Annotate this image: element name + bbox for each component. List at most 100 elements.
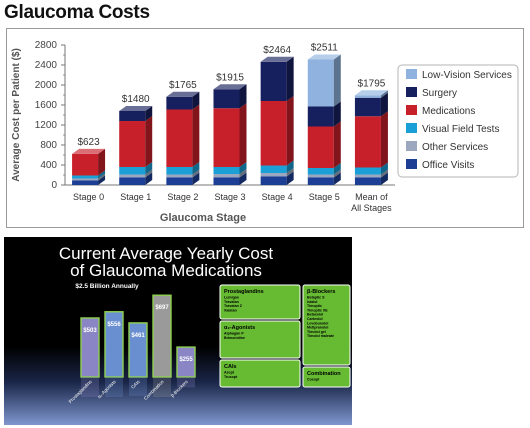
bar-segment-side bbox=[239, 103, 247, 167]
x-tick-label-line: Stage 0 bbox=[73, 192, 104, 202]
med-bar bbox=[152, 294, 172, 378]
bar-total-label: $1915 bbox=[216, 72, 244, 83]
bar-segment bbox=[119, 177, 146, 185]
x-tick-label: Stage 5 bbox=[309, 192, 340, 202]
bar-segment bbox=[307, 59, 334, 107]
bar-segment-side bbox=[333, 101, 341, 127]
bar-segment bbox=[260, 61, 287, 101]
legend-swatch bbox=[406, 105, 417, 115]
med-bar bbox=[128, 322, 148, 378]
bar-total-label: $2464 bbox=[263, 45, 291, 56]
bar-top-face bbox=[307, 54, 341, 60]
bar-segment-side bbox=[239, 172, 247, 185]
bar-segment-side bbox=[286, 168, 294, 177]
y-tick-label: 0 bbox=[51, 180, 57, 191]
legend-swatch bbox=[406, 87, 417, 97]
x-tick-label-line: Stage 1 bbox=[120, 192, 151, 202]
legend-label: Surgery bbox=[422, 88, 457, 99]
drug-name: Timolol gel bbox=[307, 330, 326, 334]
bar-segment bbox=[307, 177, 334, 185]
bar-top-face bbox=[213, 84, 247, 90]
bar-segment-side bbox=[145, 162, 153, 175]
drug-name: Azopt bbox=[224, 371, 235, 375]
bar-top-face bbox=[119, 106, 153, 111]
bar-segment bbox=[354, 95, 381, 98]
bar-segment bbox=[166, 177, 193, 185]
drug-name: Timoptic bbox=[307, 304, 322, 308]
bar-top-face bbox=[260, 56, 294, 62]
drug-class-box bbox=[302, 366, 351, 388]
bar-segment-side bbox=[145, 116, 153, 167]
y-tick-label: 400 bbox=[40, 160, 57, 171]
bar-segment bbox=[307, 126, 334, 168]
chart-legend: Low-Vision Services Surgery Medications Vis… bbox=[397, 64, 519, 178]
x-tick-label-line: Stage 3 bbox=[214, 192, 245, 202]
bar-segment-side bbox=[286, 56, 294, 101]
drug-class-title: CAIs bbox=[224, 364, 237, 370]
bar-segment bbox=[213, 177, 240, 185]
bar-segment bbox=[260, 101, 287, 166]
drug-class-box bbox=[219, 284, 301, 320]
legend-label: Medications bbox=[422, 106, 475, 117]
y-tick-label: 800 bbox=[40, 140, 57, 151]
med-bar bbox=[176, 346, 196, 378]
bar-segment bbox=[307, 174, 334, 178]
bar-segment bbox=[166, 167, 193, 175]
bar-segment-side bbox=[333, 54, 341, 107]
bar-segment-side bbox=[98, 170, 106, 179]
bar-segment bbox=[354, 167, 381, 175]
drug-name: Trusopt bbox=[224, 375, 238, 379]
bar-segment bbox=[72, 180, 99, 185]
drug-name: Betaxolol bbox=[307, 313, 323, 317]
x-tick-label: Mean of All Stages bbox=[351, 192, 392, 213]
legend-label: Low-Vision Services bbox=[422, 70, 512, 81]
drug-name: Timoptic XE bbox=[307, 308, 328, 312]
slide-title-line2: of Glaucoma Medications bbox=[70, 261, 262, 280]
bar-segment-side bbox=[98, 175, 106, 185]
stage-cost-chart-svg: Average Cost per Patient ($) 0 400 800 1200 1… bbox=[11, 40, 519, 224]
bar-segment bbox=[354, 174, 381, 178]
x-tick-label-line: Stage 5 bbox=[309, 192, 340, 202]
legend-swatch bbox=[406, 141, 417, 151]
y-tick-label: 2000 bbox=[35, 80, 58, 91]
x-axis-label: Glaucoma Stage bbox=[160, 212, 246, 224]
legend-swatch bbox=[406, 159, 417, 169]
bar-total-label: $623 bbox=[77, 137, 100, 148]
x-tick-label-line: Stage 4 bbox=[262, 192, 293, 202]
bar-segment-side bbox=[192, 104, 200, 167]
y-tick-label: 1600 bbox=[35, 100, 58, 111]
bar-segment-side bbox=[145, 172, 153, 185]
x-tick-label: Stage 0 bbox=[73, 192, 104, 202]
drug-name: Timolol maleate bbox=[307, 334, 334, 338]
bar-segment bbox=[119, 167, 146, 175]
bar-segment bbox=[354, 116, 381, 168]
drug-name: Xalatan bbox=[224, 308, 237, 312]
x-tick-label: Stage 4 bbox=[262, 192, 293, 202]
bar-segment bbox=[260, 165, 287, 173]
bar-segment-side bbox=[380, 172, 388, 185]
bar-segment bbox=[260, 176, 287, 185]
bar-segment bbox=[72, 153, 99, 176]
y-axis-label: Average Cost per Patient ($) bbox=[11, 48, 22, 182]
bar-total-label: $1480 bbox=[122, 94, 150, 105]
bar-total-label: $2511 bbox=[311, 42, 339, 53]
med-bar-value: $503 bbox=[83, 328, 97, 334]
bar-segment-side bbox=[286, 171, 294, 185]
bar-segment-side bbox=[333, 169, 341, 178]
bar-total-label: $1795 bbox=[358, 78, 386, 89]
x-tick-label-line: Mean of bbox=[355, 192, 388, 202]
bar-segment-side bbox=[380, 169, 388, 178]
bar-segment-side bbox=[192, 162, 200, 175]
bar-segment bbox=[166, 96, 193, 110]
drug-class-title: Combination bbox=[307, 371, 341, 377]
bar-segment bbox=[307, 106, 334, 127]
bar-segment bbox=[213, 174, 240, 178]
stage-cost-chart: Average Cost per Patient ($) 0 400 800 1200 1… bbox=[6, 28, 524, 228]
med-bar bbox=[104, 311, 124, 378]
legend-box bbox=[397, 64, 519, 178]
legend-swatch bbox=[406, 123, 417, 133]
bar-top-face bbox=[72, 148, 106, 154]
drug-name: Travatan Z bbox=[224, 304, 243, 308]
med-bar-reflection bbox=[81, 377, 99, 397]
drug-name: Alphagan P bbox=[224, 332, 244, 336]
